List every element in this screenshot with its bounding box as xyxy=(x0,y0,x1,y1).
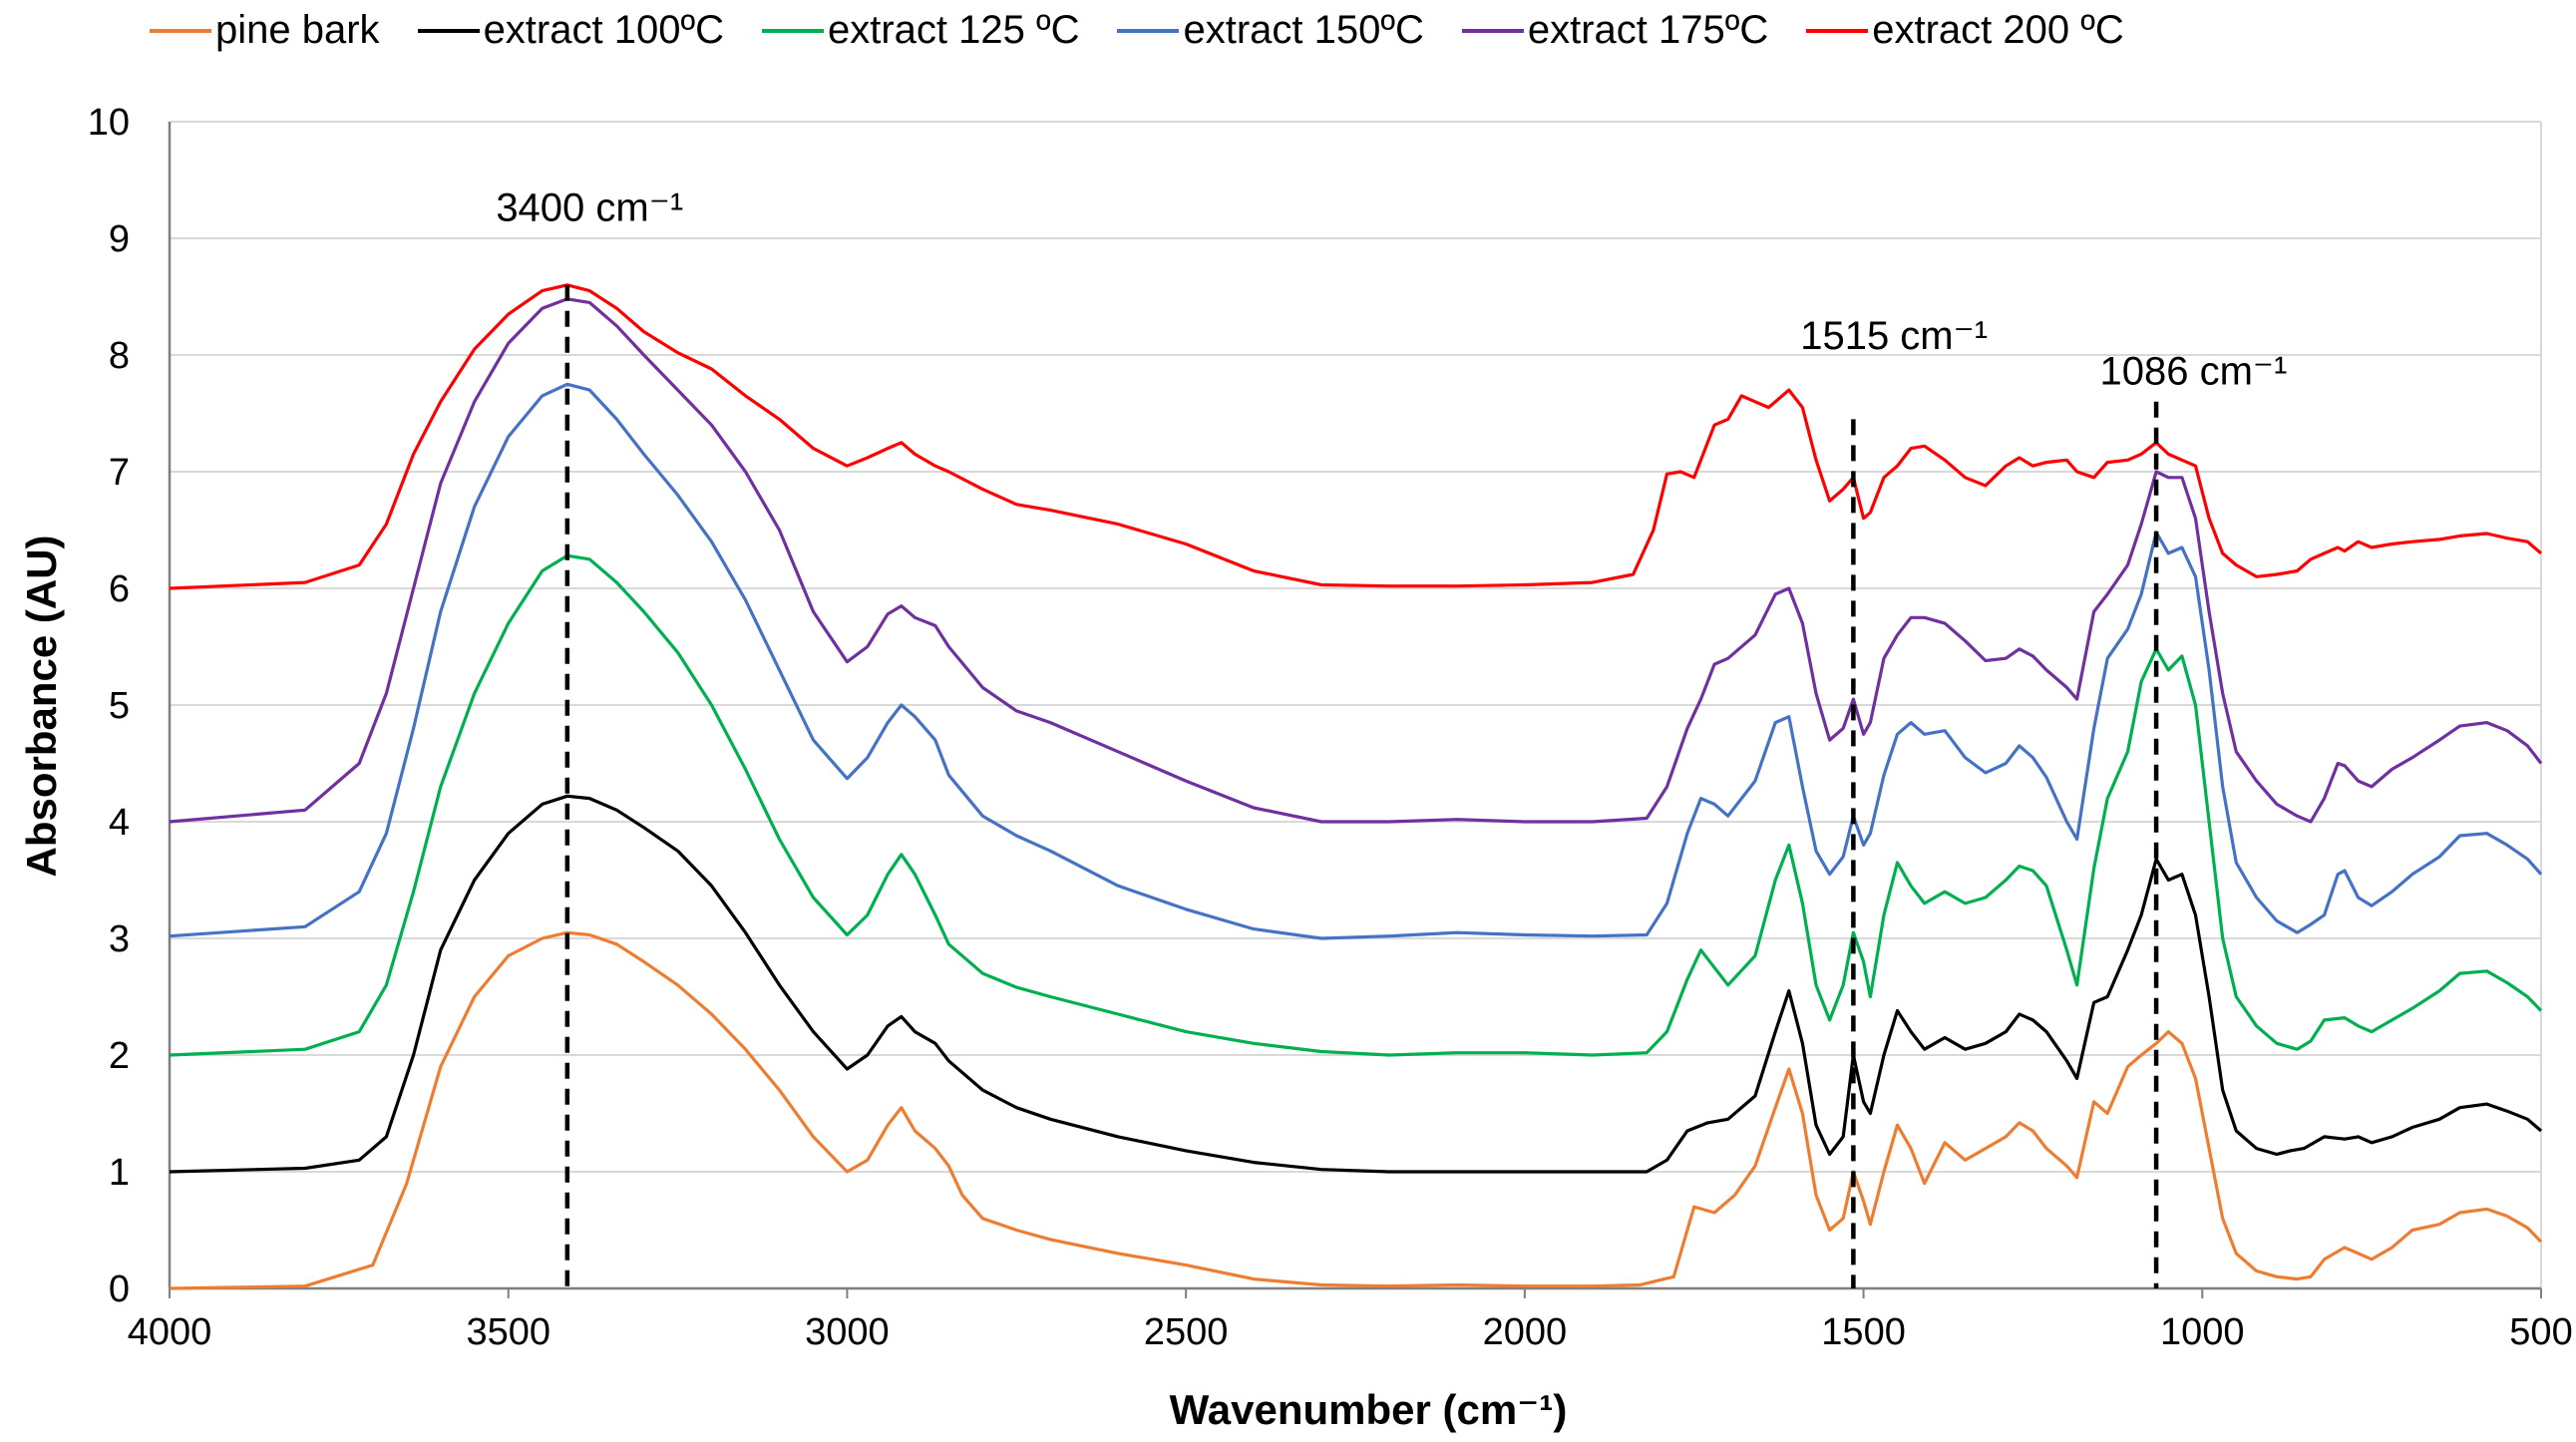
legend-label-extract-175: extract 175ºC xyxy=(1527,8,1769,52)
legend-label-pine-bark: pine bark xyxy=(215,8,380,52)
x-tick-label-2500: 2500 xyxy=(1144,1311,1229,1353)
y-tick-label-3: 3 xyxy=(109,918,130,960)
y-tick-label-9: 9 xyxy=(109,218,130,260)
x-tick-label-2000: 2000 xyxy=(1483,1311,1568,1353)
series-lines xyxy=(169,283,2543,1290)
annotation-label-0: 3400 cm⁻¹ xyxy=(496,185,683,229)
legend-swatch-extract-100 xyxy=(417,28,480,33)
x-tick-label-1500: 1500 xyxy=(1821,1311,1906,1353)
legend-label-extract-125: extract 125 ºC xyxy=(827,8,1080,52)
legend-item-extract-200: extract 200 ºC xyxy=(1806,8,2124,53)
x-tick-label-1000: 1000 xyxy=(2160,1311,2245,1353)
legend-label-extract-150: extract 150ºC xyxy=(1183,8,1424,52)
axes: 0 1 2 3 4 5 6 7 8 9 10 4000 3500 3000 2500 2000 1500 1000… xyxy=(88,102,2573,1353)
legend-item-extract-125: extract 125 ºC xyxy=(761,8,1080,53)
y-tick-label-1: 1 xyxy=(109,1152,130,1194)
annotations: 3400 cm⁻¹ 1515 cm⁻¹ 1086 cm⁻¹ xyxy=(496,185,2287,1288)
legend-label-extract-100: extract 100ºC xyxy=(483,8,724,52)
legend-swatch-extract-175 xyxy=(1461,28,1524,33)
y-tick-label-6: 6 xyxy=(109,568,130,610)
series-line-4 xyxy=(169,297,2543,824)
gridlines xyxy=(170,121,2542,1288)
legend-swatch-pine-bark xyxy=(150,28,211,33)
y-tick-label-4: 4 xyxy=(109,802,130,844)
legend-swatch-extract-125 xyxy=(761,28,824,33)
y-tick-label-2: 2 xyxy=(109,1035,130,1077)
series-line-3 xyxy=(169,382,2543,940)
legend-swatch-extract-200 xyxy=(1806,28,1869,33)
x-tick-label-3500: 3500 xyxy=(466,1311,551,1353)
legend-item-pine-bark: pine bark xyxy=(150,8,380,53)
legend-swatch-extract-150 xyxy=(1117,28,1180,33)
y-tick-label-5: 5 xyxy=(109,685,130,727)
x-tick-label-3000: 3000 xyxy=(805,1311,890,1353)
y-axis-title: Absorbance (AU) xyxy=(18,535,65,877)
legend-label-extract-200: extract 200 ºC xyxy=(1872,8,2124,52)
annotation-label-1: 1515 cm⁻¹ xyxy=(1800,314,1988,358)
series-line-0 xyxy=(169,930,2543,1290)
legend-item-extract-175: extract 175ºC xyxy=(1461,8,1769,53)
y-tick-label-8: 8 xyxy=(109,335,130,377)
x-tick-label-4000: 4000 xyxy=(128,1311,212,1353)
legend-item-extract-100: extract 100ºC xyxy=(417,8,724,53)
y-tick-label-0: 0 xyxy=(109,1268,130,1310)
y-tick-label-7: 7 xyxy=(109,452,130,494)
y-tick-label-10: 10 xyxy=(88,102,130,144)
x-axis-title: Wavenumber (cm⁻¹) xyxy=(1170,1386,1568,1433)
annotation-label-2: 1086 cm⁻¹ xyxy=(2100,349,2288,393)
series-line-5 xyxy=(169,283,2543,590)
series-line-1 xyxy=(169,794,2543,1174)
series-line-2 xyxy=(169,553,2543,1057)
legend: pine bark extract 100ºC extract 125 ºC e… xyxy=(150,8,2124,53)
legend-item-extract-150: extract 150ºC xyxy=(1117,8,1424,53)
x-tick-label-500: 500 xyxy=(2509,1311,2572,1353)
